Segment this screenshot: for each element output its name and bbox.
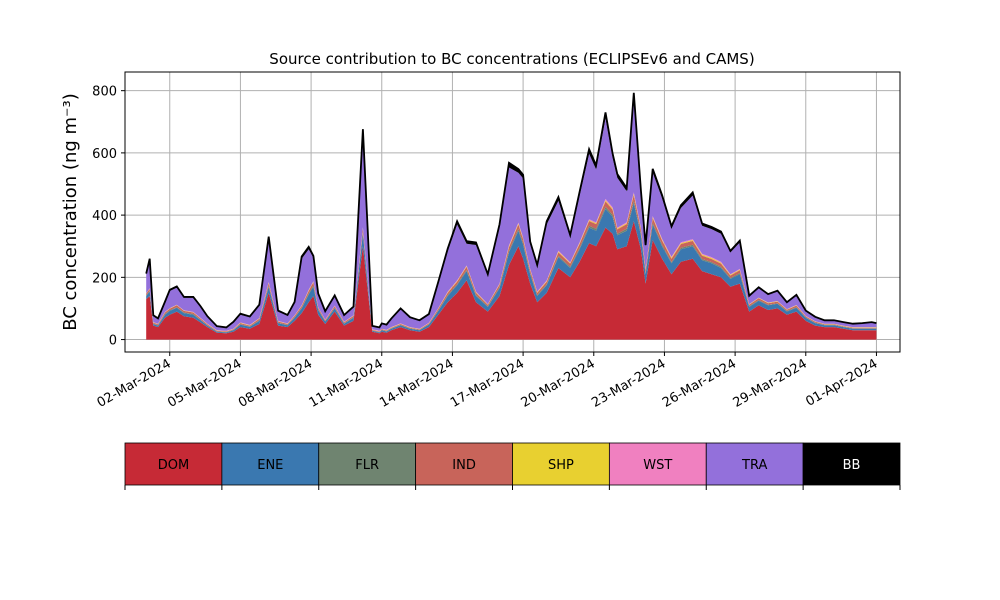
legend-swatch — [802, 442, 901, 486]
x-tick-label: 08-Mar-2024 — [236, 356, 315, 410]
area-series-tra — [146, 99, 877, 331]
legend-label: TRA — [741, 458, 767, 473]
y-tick-label: 800 — [92, 85, 117, 100]
legend-swatch — [318, 442, 417, 486]
y-axis: 0 200 400 600 800 — [92, 85, 125, 349]
y-tick-label: 400 — [92, 209, 117, 224]
legend-item-shp: SHP — [512, 442, 610, 486]
legend-label: IND — [452, 458, 476, 473]
x-tick-label: 14-Mar-2024 — [377, 356, 456, 410]
x-tick-label: 02-Mar-2024 — [95, 356, 174, 410]
legend: DOM ENE FLR IND SHP WST TRA BB — [124, 442, 901, 490]
legend-item-flr: FLR — [318, 442, 417, 486]
x-tick-label: 01-Apr-2024 — [803, 356, 880, 409]
x-axis: 02-Mar-202405-Mar-202408-Mar-202411-Mar-… — [95, 352, 880, 411]
plot-frame — [124, 71, 901, 353]
legend-item-dom: DOM — [124, 442, 223, 486]
total-line-layer — [145, 92, 877, 329]
legend-item-ind: IND — [415, 442, 513, 486]
x-tick-label: 20-Mar-2024 — [519, 356, 598, 410]
total-concentration-line — [145, 92, 877, 329]
chart-title: Source contribution to BC concentrations… — [269, 50, 754, 68]
x-tick-label: 26-Mar-2024 — [660, 356, 739, 410]
legend-label: BB — [843, 458, 861, 473]
legend-label: WST — [643, 458, 672, 473]
legend-swatch — [221, 442, 320, 486]
legend-item-wst: WST — [608, 442, 707, 486]
legend-label: FLR — [355, 458, 379, 473]
legend-label: DOM — [158, 458, 189, 473]
y-tick-label: 0 — [109, 334, 117, 349]
legend-swatch — [608, 442, 707, 486]
x-tick-label: 05-Mar-2024 — [165, 356, 244, 410]
y-axis-label: BC concentration (ng m⁻³) — [60, 93, 81, 331]
x-tick-label: 29-Mar-2024 — [731, 356, 810, 410]
y-tick-label: 200 — [92, 271, 117, 286]
y-tick-label: 600 — [92, 147, 117, 162]
x-tick-label: 11-Mar-2024 — [307, 356, 386, 410]
x-tick-label: 17-Mar-2024 — [448, 356, 527, 410]
legend-label: SHP — [548, 458, 574, 473]
x-tick-label: 23-Mar-2024 — [589, 356, 668, 410]
area-layer — [146, 92, 877, 340]
legend-item-bb: BB — [802, 442, 901, 486]
legend-item-ene: ENE — [221, 442, 320, 486]
area-series-dom — [146, 221, 877, 340]
legend-item-tra: TRA — [705, 442, 804, 486]
legend-label: ENE — [257, 458, 283, 473]
legend-swatch — [415, 442, 513, 486]
